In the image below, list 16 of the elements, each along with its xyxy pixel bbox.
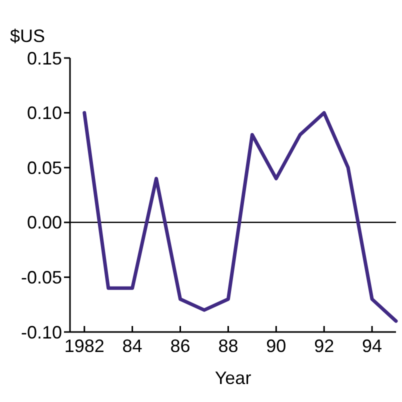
x-tick-label: 92 xyxy=(314,336,334,356)
x-tick-label: 84 xyxy=(122,336,142,356)
x-tick-label: 1982 xyxy=(64,336,104,356)
y-tick-label: 0.00 xyxy=(26,212,62,233)
y-axis-title: $US xyxy=(10,26,46,46)
x-tick-label: 94 xyxy=(362,336,382,356)
y-tick-label: -0.05 xyxy=(20,268,62,288)
y-tick-label: 0.05 xyxy=(26,158,62,178)
y-tick-label: -0.10 xyxy=(20,322,62,342)
x-tick-label: 88 xyxy=(218,336,238,356)
x-tick-label: 90 xyxy=(266,336,286,356)
y-tick-label: 0.10 xyxy=(26,103,62,124)
line-series xyxy=(82,111,398,323)
x-tick-label: 86 xyxy=(170,336,190,356)
y-tick-label: 0.15 xyxy=(26,48,62,68)
x-axis-title: Year xyxy=(214,368,252,388)
